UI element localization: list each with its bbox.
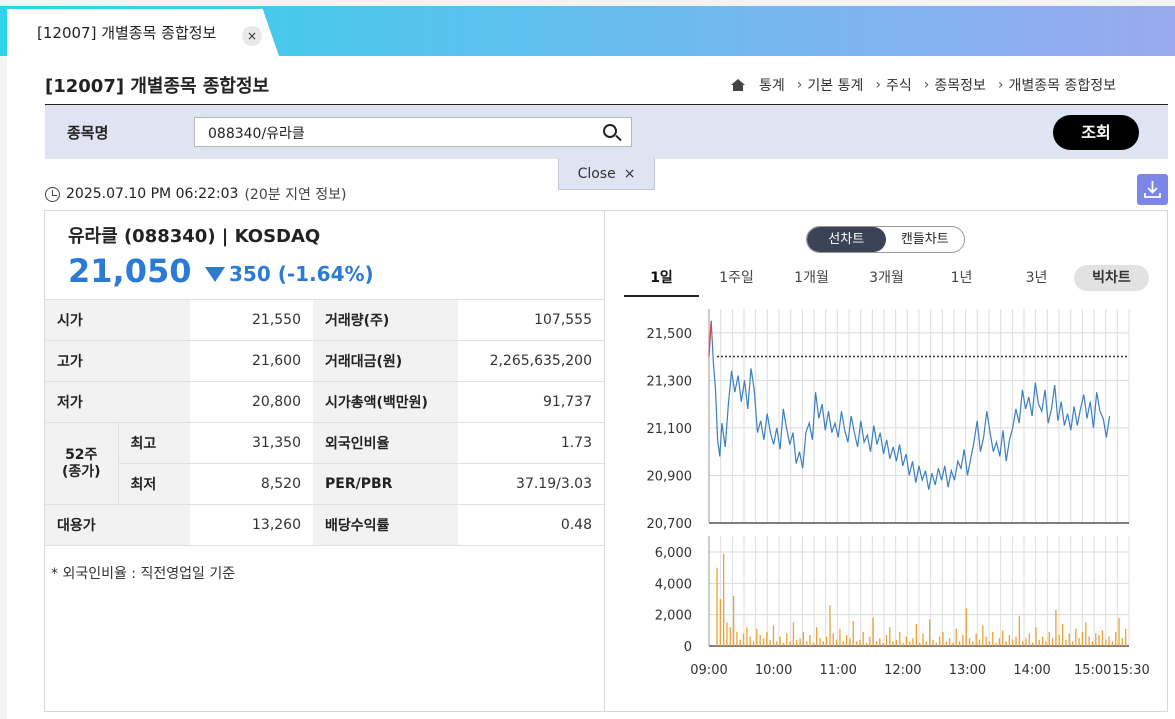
price-line xyxy=(710,320,1111,490)
down-arrow-icon xyxy=(205,266,225,282)
info-box xyxy=(44,210,1168,712)
open-label: 시가 xyxy=(45,299,190,341)
week52-high-value: 31,350 xyxy=(190,422,313,464)
y-tick-label: 20,700 xyxy=(647,517,693,532)
breadcrumb-item[interactable]: 통계 xyxy=(759,78,785,94)
period-tabs: 1일 1주일 1개월 3개월 1년 3년 xyxy=(624,266,1154,298)
chart-type-toggle[interactable]: 선차트 캔들차트 xyxy=(806,226,965,253)
delay-note: (20분 지연 정보) xyxy=(244,187,347,203)
per-pbr-value: 37.19/3.03 xyxy=(458,463,604,505)
tab-1week[interactable]: 1주일 xyxy=(719,270,754,286)
y-tick-label: 6,000 xyxy=(655,546,692,561)
x-tick-label: 13:00 xyxy=(949,663,986,678)
y-tick-label: 4,000 xyxy=(655,577,692,592)
tab-1month[interactable]: 1개월 xyxy=(794,270,829,286)
x-tick-label: 09:00 xyxy=(690,663,727,678)
close-icon: × xyxy=(623,165,636,182)
intraday-chart: 21,500 21,300 21,100 20,900 20,700 6,000 4,000… xyxy=(647,309,1150,678)
market-cap-value: 91,737 xyxy=(458,381,604,423)
high-value: 21,600 xyxy=(190,340,313,382)
substitute-price-value: 13,260 xyxy=(190,504,313,546)
x-tick-label: 10:00 xyxy=(755,663,792,678)
x-tick-label: 12:00 xyxy=(884,663,921,678)
tab-active[interactable]: [12007] 개별종목 종합정보 xyxy=(7,9,279,56)
breadcrumb-item[interactable]: 종목정보 xyxy=(934,78,986,94)
table-row: 시가 21,550 거래량(주) 107,555 xyxy=(45,299,604,341)
amount-label: 거래대금(원) xyxy=(313,340,458,382)
x-tick-label: 11:00 xyxy=(819,663,856,678)
big-chart-button[interactable]: 빅차트 xyxy=(1074,265,1149,291)
y-tick-label: 21,300 xyxy=(647,374,693,389)
clock-icon xyxy=(45,186,60,202)
high-label: 고가 xyxy=(45,340,190,382)
week52-low-label: 최저 xyxy=(118,463,190,505)
tab-title: [12007] 개별종목 종합정보 xyxy=(37,24,217,42)
volume-label: 거래량(주) xyxy=(313,299,458,341)
home-icon[interactable] xyxy=(731,78,745,92)
table-row: 대용가 13,260 배당수익률 0.48 xyxy=(45,504,604,546)
week52-low-value: 8,520 xyxy=(190,463,313,505)
search-icon[interactable] xyxy=(603,124,617,138)
candle-chart-option[interactable]: 캔들차트 xyxy=(900,232,949,247)
table-row: 52주 (종가) 최고 31,350 외국인비율 1.73 xyxy=(45,422,604,505)
foreign-ratio-value: 1.73 xyxy=(458,422,604,464)
price-change: 350 (-1.64%) xyxy=(205,262,374,286)
opening-segment xyxy=(708,320,712,357)
table-row: 저가 20,800 시가총액(백만원) 91,737 xyxy=(45,381,604,423)
y-tick-label: 20,900 xyxy=(647,469,693,484)
close-button[interactable]: Close × xyxy=(558,158,655,190)
chevron-right-icon: › xyxy=(997,77,1004,93)
page-title: [12007] 개별종목 종합정보 xyxy=(45,76,270,97)
search-label: 종목명 xyxy=(67,124,109,142)
tab-3year[interactable]: 3년 xyxy=(1025,270,1048,286)
table-row: 최저 8,520 PER/PBR 37.19/3.03 xyxy=(45,463,604,505)
amount-value: 2,265,635,200 xyxy=(458,340,604,382)
breadcrumb-item[interactable]: 기본 통계 xyxy=(807,78,864,94)
low-label: 저가 xyxy=(45,381,190,423)
table-row: 고가 21,600 거래대금(원) 2,265,635,200 xyxy=(45,340,604,382)
y-tick-label: 2,000 xyxy=(655,609,692,624)
breadcrumb: 통계 › 기본 통계 › 주식 › 종목정보 › 개별종목 종합정보 xyxy=(731,75,1116,95)
dividend-label: 배당수익률 xyxy=(313,504,458,546)
change-value: 350 (-1.64%) xyxy=(229,262,374,286)
x-tick-label: 14:00 xyxy=(1013,663,1050,678)
line-chart-option[interactable]: 선차트 xyxy=(807,227,886,252)
low-value: 20,800 xyxy=(190,381,313,423)
volume-value: 107,555 xyxy=(458,299,604,341)
quote-table: 시가 21,550 거래량(주) 107,555 고가 21,600 거래대금(… xyxy=(45,299,604,546)
breadcrumb-item[interactable]: 주식 xyxy=(885,78,912,94)
search-input[interactable]: 088340/유라클 xyxy=(194,117,632,147)
foreign-ratio-label: 외국인비율 xyxy=(313,422,458,464)
tab-3month[interactable]: 3개월 xyxy=(869,270,904,286)
chevron-right-icon: › xyxy=(923,77,930,93)
footnote: * 외국인비율 : 직전영업일 기준 xyxy=(51,566,236,582)
tab-1year[interactable]: 1년 xyxy=(950,270,973,286)
y-tick-label: 21,100 xyxy=(647,422,693,437)
week52-high-label: 최고 xyxy=(118,422,190,464)
timestamp: 2025.07.10 PM 06:22:03 (20분 지연 정보) xyxy=(45,184,347,204)
stock-name: 유라클 (088340) | KOSDAQ xyxy=(68,226,321,247)
stock-price: 21,050 xyxy=(68,252,192,290)
open-value: 21,550 xyxy=(190,299,313,341)
tab-close-icon[interactable]: × xyxy=(242,26,262,46)
title-divider xyxy=(45,104,1168,105)
substitute-price-label: 대용가 xyxy=(45,504,190,546)
x-tick-label: 15:00 xyxy=(1074,663,1111,678)
y-tick-label: 21,500 xyxy=(647,327,693,342)
chevron-right-icon: › xyxy=(796,77,803,93)
breadcrumb-item[interactable]: 개별종목 종합정보 xyxy=(1008,78,1116,94)
download-icon[interactable] xyxy=(1137,174,1168,205)
close-label: Close xyxy=(577,165,616,182)
x-tick-label: 15:30 xyxy=(1112,663,1149,678)
tab-1day[interactable]: 1일 xyxy=(624,266,699,297)
panel-divider xyxy=(604,211,605,711)
chevron-right-icon: › xyxy=(875,77,881,93)
market-cap-label: 시가총액(백만원) xyxy=(313,381,458,423)
dividend-value: 0.48 xyxy=(458,504,604,546)
query-button[interactable]: 조회 xyxy=(1053,115,1139,150)
per-pbr-label: PER/PBR xyxy=(313,463,458,505)
y-tick-label: 0 xyxy=(684,640,692,655)
week52-label: 52주 (종가) xyxy=(45,422,119,505)
timestamp-value: 2025.07.10 PM 06:22:03 xyxy=(66,186,239,202)
